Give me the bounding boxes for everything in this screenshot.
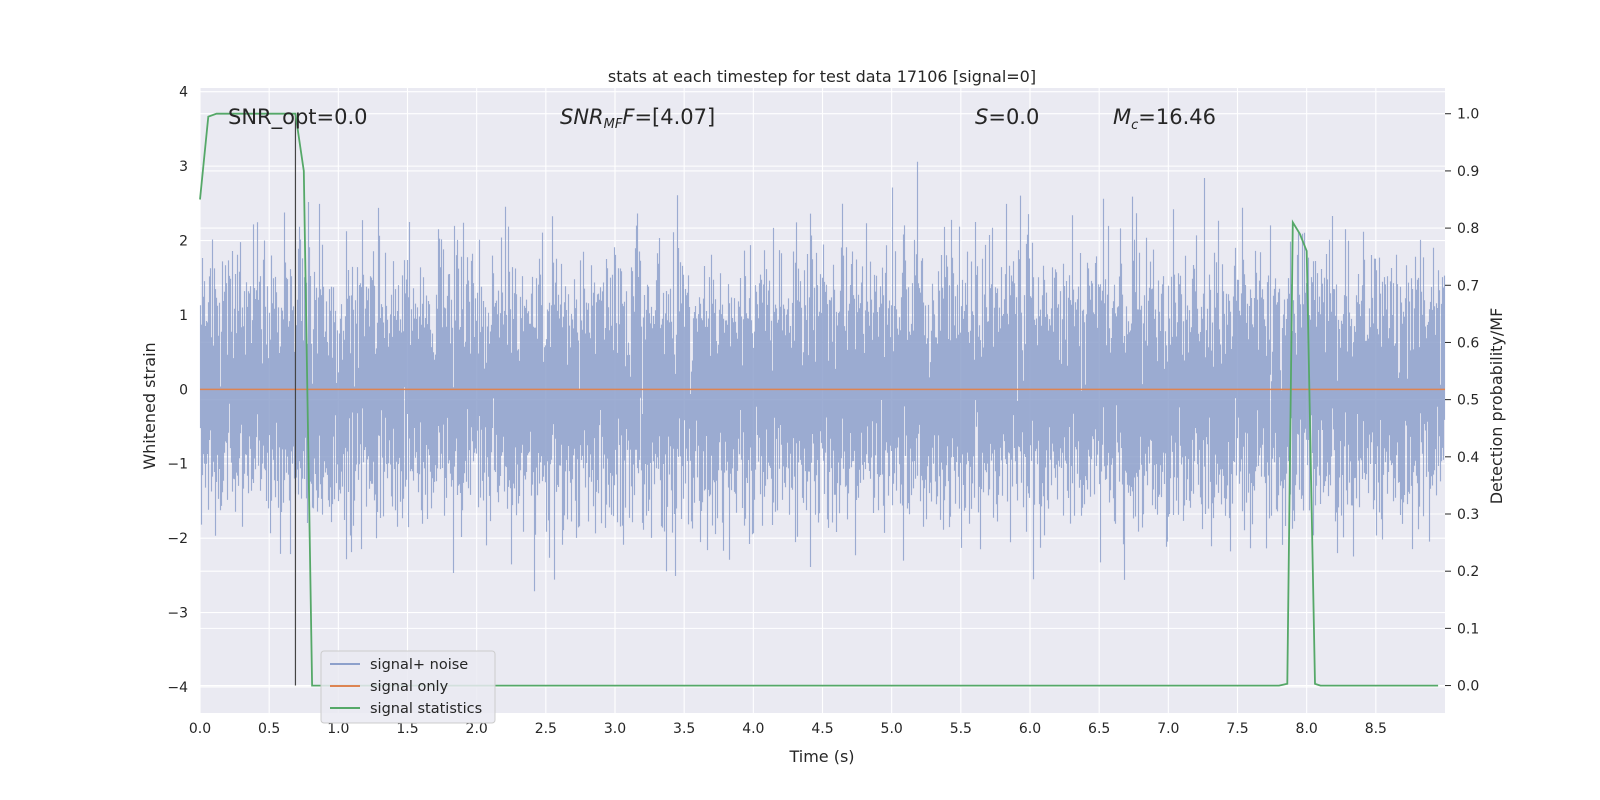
signal-noise-trace — [199, 161, 1446, 592]
x-tick-label: 4.5 — [811, 721, 833, 737]
y2-tick-label: 0.0 — [1457, 679, 1479, 695]
x-tick-label: 6.0 — [1019, 721, 1041, 737]
signal-noise-series — [199, 161, 1446, 592]
legend: signal+ noise signal only signal statist… — [320, 650, 496, 724]
y-tick-label: −1 — [167, 457, 188, 473]
y-tick-label: 0 — [179, 382, 188, 398]
legend-label-signal-noise: signal+ noise — [370, 657, 468, 673]
y2-axis-ticks: 0.0 0.1 0.2 0.3 0.4 0.5 0.6 0.7 0.8 0.9 1.0 — [1445, 107, 1479, 695]
x-tick-label: 8.5 — [1365, 721, 1387, 737]
y-axis-ticks: −4 −3 −2 −1 0 1 2 3 4 — [167, 85, 188, 696]
x-tick-label: 2.0 — [466, 721, 488, 737]
x-tick-label: 5.5 — [950, 721, 972, 737]
x-tick-label: 8.0 — [1296, 721, 1318, 737]
x-tick-label: 6.5 — [1088, 721, 1110, 737]
y-tick-label: 4 — [179, 85, 188, 101]
y-tick-label: 3 — [179, 159, 188, 175]
x-tick-label: 4.0 — [742, 721, 764, 737]
y2-tick-label: 0.9 — [1457, 164, 1479, 180]
y2-tick-label: 1.0 — [1457, 107, 1479, 123]
x-tick-label: 3.5 — [673, 721, 695, 737]
y-tick-label: 2 — [179, 234, 188, 250]
annotation-mc: Mc=16.46 — [1113, 105, 1216, 133]
y2-tick-label: 0.1 — [1457, 621, 1479, 637]
x-tick-label: 0.0 — [189, 721, 211, 737]
y2-tick-label: 0.4 — [1457, 450, 1479, 466]
y2-tick-label: 0.3 — [1457, 507, 1479, 523]
x-tick-label: 1.0 — [327, 721, 349, 737]
x-tick-label: 7.0 — [1157, 721, 1179, 737]
y2-tick-label: 0.5 — [1457, 393, 1479, 409]
x-axis-ticks: 0.0 0.5 1.0 1.5 2.0 2.5 3.0 3.5 4.0 4.5 5.0 5.5 6.0 6… — [189, 721, 1387, 737]
x-tick-label: 2.5 — [535, 721, 557, 737]
y2-tick-label: 0.7 — [1457, 278, 1479, 294]
y2-tick-label: 0.6 — [1457, 335, 1479, 351]
y-tick-label: −2 — [167, 531, 188, 547]
x-tick-label: 3.0 — [604, 721, 626, 737]
y-tick-label: 1 — [179, 308, 188, 324]
y2-axis-label: Detection probability/MF — [1487, 308, 1506, 505]
x-tick-label: 7.5 — [1226, 721, 1248, 737]
y-axis-label: Whitened strain — [140, 342, 159, 469]
annotation-snr-opt: SNR_opt=0.0 — [228, 105, 368, 130]
y-tick-label: −4 — [167, 680, 188, 696]
x-axis-label: Time (s) — [788, 747, 854, 766]
chart-title: stats at each timestep for test data 171… — [608, 67, 1036, 86]
y2-tick-label: 0.8 — [1457, 221, 1479, 237]
x-tick-label: 5.0 — [881, 721, 903, 737]
legend-label-signal-statistics: signal statistics — [370, 701, 482, 717]
x-tick-label: 0.5 — [258, 721, 280, 737]
legend-box — [320, 650, 496, 724]
y2-tick-label: 0.2 — [1457, 564, 1479, 580]
x-tick-label: 1.5 — [396, 721, 418, 737]
legend-label-signal-only: signal only — [370, 679, 449, 695]
annotation-snr-mf: SNRMFF=[4.07] — [560, 105, 715, 132]
y-tick-label: −3 — [167, 606, 188, 622]
annotation-s: S=0.0 — [975, 105, 1039, 129]
